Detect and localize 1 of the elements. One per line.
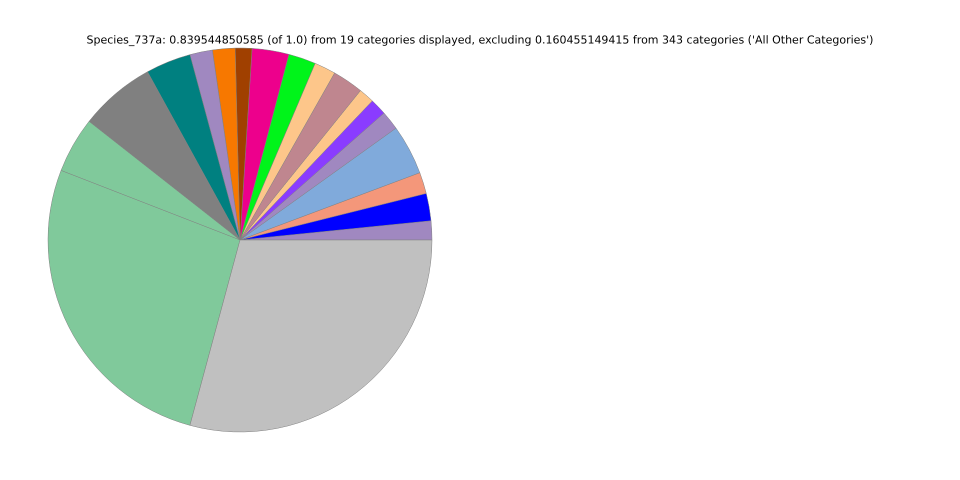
text: Species_737a: 0.839544850585 (of 1.0) from 19 categories displayed, excluding 0.160455149415 from 343 categories ('All Other Categories') <box>86 34 874 47</box>
